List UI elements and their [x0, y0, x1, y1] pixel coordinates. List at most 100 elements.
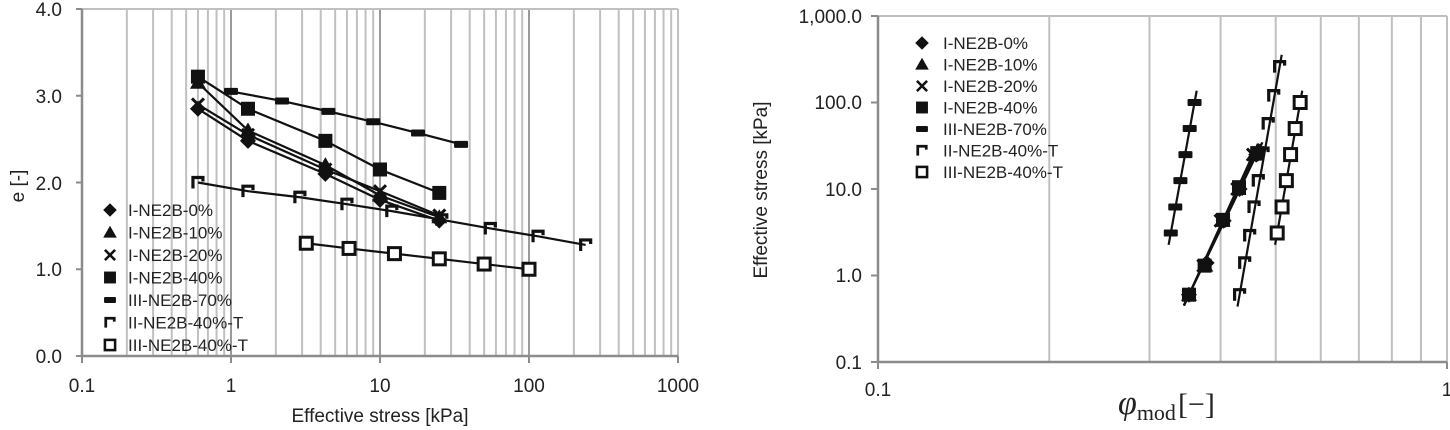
left-chart-void-ratio: I-NE2B-0% I-NE2B-10% I-NE2B-20% I-NE2B-40% I…	[76, 8, 679, 363]
square-marker-icon	[318, 133, 333, 148]
open-square-marker-icon	[1269, 225, 1285, 241]
square-marker-icon	[916, 101, 928, 114]
square-marker-icon	[1216, 212, 1231, 227]
bracket-marker-icon	[1243, 228, 1257, 242]
bracket-marker-icon	[579, 238, 593, 251]
left-ytick-4: 4.0	[36, 0, 62, 21]
square-marker-icon	[432, 185, 447, 200]
open-square-marker-icon	[341, 240, 357, 256]
legend-right: I-NE2B-0% I-NE2B-10% I-NE2B-20% I-NE2B-40% I…	[915, 34, 1063, 182]
legend-label: I-NE2B-0%	[128, 201, 213, 220]
x-marker-icon	[103, 248, 117, 262]
bracket-marker-icon	[340, 197, 354, 211]
legend-label: II-NE2B-40%-T	[943, 142, 1058, 161]
open-square-marker-icon	[476, 256, 492, 272]
x-marker-icon	[240, 127, 256, 142]
triangle-marker-icon	[372, 187, 388, 202]
legend-label: III-NE2B-40%-T	[128, 336, 248, 355]
square-marker-icon	[104, 271, 116, 284]
left-ytick-0: 0.0	[36, 347, 62, 368]
legend-label: I-NE2B-40%	[943, 99, 1037, 118]
square-marker-icon	[240, 101, 255, 116]
left-ytick-1: 1.0	[36, 260, 62, 281]
bracket-marker-icon	[916, 144, 928, 156]
dash-marker-icon	[916, 126, 928, 132]
right-ytick-100: 100.0	[814, 93, 862, 114]
x-marker-icon	[372, 184, 388, 199]
dash-marker-icon	[454, 140, 469, 148]
legend-label: I-NE2B-10%	[943, 56, 1037, 75]
left-xtick-100: 100	[513, 376, 545, 397]
bracket-marker-icon	[1261, 117, 1275, 130]
left-y-axis-title: e [-]	[8, 170, 29, 203]
legend-label: I-NE2B-20%	[943, 77, 1037, 96]
open-square-marker-icon	[103, 338, 117, 352]
diamond-marker-icon	[103, 203, 117, 217]
bracket-marker-icon	[1251, 174, 1265, 187]
legend-label: I-NE2B-40%	[128, 269, 222, 288]
open-square-marker-icon	[1274, 199, 1290, 215]
legend-left: I-NE2B-0% I-NE2B-10% I-NE2B-20% I-NE2B-40% I…	[103, 201, 248, 355]
bracket-marker-icon	[241, 184, 255, 198]
left-xtick-0.1: 0.1	[69, 376, 95, 397]
dash-marker-icon	[1168, 203, 1183, 211]
legend-label: I-NE2B-0%	[943, 34, 1028, 53]
bracket-marker-icon	[1238, 256, 1252, 269]
square-marker-icon	[373, 162, 387, 177]
open-square-marker-icon	[1283, 147, 1299, 163]
series-III-NE2B-70%	[224, 87, 469, 148]
bracket-marker-icon	[1256, 146, 1270, 160]
series-I-NE2B-20%	[190, 97, 447, 223]
diamond-marker-icon	[189, 100, 206, 117]
right-ytick-1000: 1,000.0	[799, 7, 862, 28]
left-ytick-3: 3.0	[36, 87, 62, 108]
right-y-axis-title: Effective stress [kPa]	[751, 101, 772, 278]
dash-marker-icon	[411, 129, 426, 137]
dash-marker-icon	[1187, 99, 1202, 106]
series-II-NE2B-40%-T	[1232, 54, 1287, 307]
bracket-marker-icon	[1247, 200, 1261, 213]
open-square-marker-icon	[1278, 173, 1294, 189]
right-x-axis-title: φmod[−]	[1118, 385, 1215, 425]
open-square-marker-icon	[1292, 95, 1308, 110]
open-square-marker-icon	[431, 251, 447, 267]
series-III-NE2B-70%	[1163, 90, 1202, 246]
bracket-marker-icon	[385, 204, 399, 218]
open-square-marker-icon	[521, 261, 537, 277]
dash-marker-icon	[321, 107, 336, 115]
dash-marker-icon	[1178, 151, 1193, 159]
bracket-marker-icon	[104, 316, 116, 328]
square-marker-icon	[1197, 258, 1212, 273]
dash-marker-icon	[1182, 125, 1197, 133]
bracket-marker-icon	[1232, 288, 1247, 301]
legend-label: III-NE2B-70%	[128, 291, 232, 310]
dash-marker-icon	[104, 297, 116, 303]
right-ytick-10: 10.0	[825, 180, 862, 201]
bracket-marker-icon	[531, 229, 545, 243]
dash-marker-icon	[1163, 229, 1178, 237]
right-xtick-1: 1	[1442, 380, 1450, 401]
bracket-marker-icon	[293, 190, 307, 204]
bracket-marker-icon	[483, 221, 497, 235]
bracket-marker-icon	[1273, 60, 1287, 73]
left-ytick-2: 2.0	[36, 174, 62, 195]
series-I-NE2B-40%	[190, 69, 447, 200]
bracket-marker-icon	[1267, 89, 1281, 102]
triangle-marker-icon	[103, 225, 117, 238]
right-xtick-0.1: 0.1	[865, 380, 891, 401]
x-marker-icon	[915, 79, 929, 93]
series-III-NE2B-40%-T	[298, 235, 537, 277]
series-II-NE2B-40%-T	[191, 175, 593, 251]
legend-label: I-NE2B-20%	[128, 246, 222, 265]
legend-label: I-NE2B-10%	[128, 224, 222, 243]
square-marker-icon	[190, 69, 205, 84]
dash-marker-icon	[275, 97, 290, 105]
open-square-marker-icon	[915, 165, 929, 179]
diamond-marker-icon	[915, 36, 929, 50]
bracket-marker-icon	[435, 213, 449, 226]
open-square-marker-icon	[298, 235, 314, 251]
open-square-marker-icon	[1287, 121, 1303, 137]
dash-marker-icon	[1173, 177, 1188, 185]
left-xtick-1: 1	[226, 376, 237, 397]
dash-marker-icon	[366, 118, 381, 126]
